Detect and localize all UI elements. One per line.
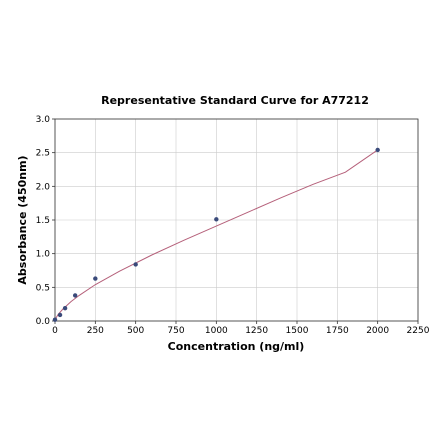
y-tick-label: 0.5 (36, 283, 50, 293)
data-point (52, 317, 58, 322)
y-tick-label: 1.5 (36, 216, 50, 226)
x-axis-label: Concentration (ng/ml) (168, 340, 305, 353)
x-tick-label: 1000 (205, 326, 228, 336)
y-tick-label: 1.0 (36, 250, 51, 260)
chart-title: Representative Standard Curve for A77212 (101, 94, 369, 107)
y-tick-label: 2.0 (36, 182, 51, 192)
x-tick-label: 500 (127, 326, 144, 336)
data-point (72, 293, 78, 298)
data-point (214, 217, 219, 222)
x-tick-label: 2000 (366, 326, 389, 336)
data-point (133, 262, 138, 267)
y-tick-label: 2.5 (36, 149, 50, 159)
data-point (375, 147, 380, 153)
data-point (93, 276, 98, 281)
data-point (57, 312, 63, 318)
x-tick-label: 2250 (407, 326, 430, 336)
y-tick-label: 3.0 (36, 115, 51, 125)
y-axis-label: Absorbance (450nm) (16, 155, 29, 284)
x-tick-label: 250 (87, 326, 104, 336)
x-tick-label: 750 (167, 326, 184, 336)
data-points (52, 147, 380, 322)
x-tick-label: 1250 (245, 326, 268, 336)
grid (54, 118, 419, 322)
data-point (62, 306, 68, 311)
y-tick-label: 0.0 (36, 317, 51, 327)
x-tick-label: 1750 (326, 326, 349, 336)
axis-ticks: 0 250 500 750 1000 1250 1500 1750 2000 2250 0.0 0.5… (36, 115, 430, 336)
x-tick-label: 1500 (286, 326, 309, 336)
x-tick-label: 0 (52, 326, 58, 336)
